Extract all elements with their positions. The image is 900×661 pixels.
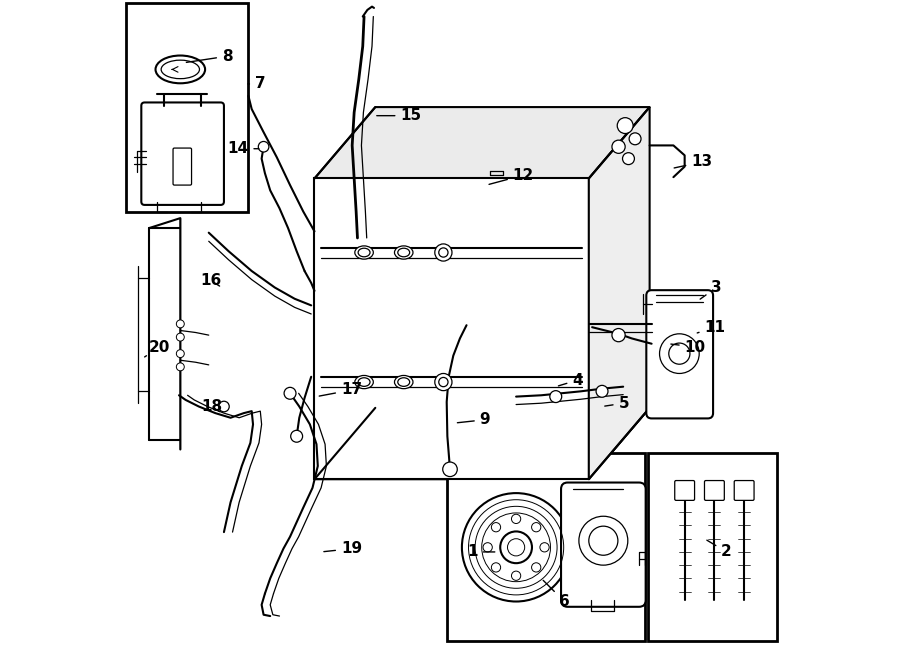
Polygon shape	[314, 107, 650, 178]
Ellipse shape	[358, 249, 370, 256]
Ellipse shape	[156, 56, 205, 83]
Circle shape	[623, 153, 634, 165]
Bar	[126, 3, 248, 212]
FancyBboxPatch shape	[561, 483, 645, 607]
Circle shape	[596, 385, 608, 397]
Circle shape	[435, 373, 452, 391]
Text: 6: 6	[544, 580, 570, 609]
Ellipse shape	[398, 249, 410, 256]
Circle shape	[669, 343, 690, 364]
Circle shape	[462, 493, 571, 602]
Text: 13: 13	[674, 155, 713, 169]
Circle shape	[483, 543, 492, 552]
Bar	[648, 453, 778, 641]
Ellipse shape	[358, 378, 370, 386]
Text: 1: 1	[467, 545, 495, 559]
Circle shape	[617, 118, 633, 134]
Text: 4: 4	[558, 373, 583, 387]
Circle shape	[176, 320, 184, 328]
Ellipse shape	[161, 60, 200, 79]
Circle shape	[443, 462, 457, 477]
Circle shape	[612, 140, 625, 153]
Text: 14: 14	[228, 141, 259, 156]
Text: 3: 3	[700, 280, 722, 299]
Circle shape	[176, 363, 184, 371]
Circle shape	[435, 244, 452, 261]
Circle shape	[219, 401, 230, 412]
Text: 11: 11	[698, 320, 725, 334]
Text: 10: 10	[670, 340, 706, 354]
Bar	[446, 453, 645, 641]
Circle shape	[550, 391, 562, 403]
Circle shape	[500, 531, 532, 563]
FancyBboxPatch shape	[675, 481, 695, 500]
Text: 12: 12	[489, 168, 534, 184]
Circle shape	[439, 377, 448, 387]
Text: 18: 18	[201, 399, 222, 414]
Ellipse shape	[394, 375, 413, 389]
Circle shape	[612, 329, 625, 342]
Text: 19: 19	[324, 541, 362, 556]
Circle shape	[491, 523, 500, 532]
FancyBboxPatch shape	[141, 102, 224, 205]
Circle shape	[491, 563, 500, 572]
Text: 15: 15	[377, 108, 421, 123]
Text: 5: 5	[605, 396, 629, 410]
Polygon shape	[314, 408, 650, 479]
Circle shape	[660, 334, 699, 373]
Text: 2: 2	[706, 540, 732, 559]
Text: 7: 7	[248, 77, 266, 91]
Circle shape	[508, 539, 525, 556]
Circle shape	[540, 543, 549, 552]
Circle shape	[258, 141, 269, 152]
Text: 17: 17	[320, 383, 362, 397]
Text: 8: 8	[186, 49, 232, 63]
Circle shape	[439, 248, 448, 257]
Circle shape	[284, 387, 296, 399]
Circle shape	[511, 514, 521, 524]
Polygon shape	[314, 178, 589, 479]
Ellipse shape	[398, 378, 410, 386]
FancyBboxPatch shape	[734, 481, 754, 500]
Ellipse shape	[394, 246, 413, 259]
Circle shape	[629, 133, 641, 145]
FancyBboxPatch shape	[646, 290, 713, 418]
Text: 16: 16	[201, 274, 222, 288]
Ellipse shape	[355, 375, 374, 389]
Circle shape	[532, 523, 541, 532]
Text: 9: 9	[457, 412, 490, 427]
Circle shape	[291, 430, 302, 442]
Circle shape	[511, 571, 521, 580]
Circle shape	[176, 350, 184, 358]
Circle shape	[579, 516, 628, 565]
Text: 20: 20	[145, 340, 171, 357]
Circle shape	[589, 526, 618, 555]
FancyBboxPatch shape	[173, 148, 192, 185]
Circle shape	[532, 563, 541, 572]
FancyBboxPatch shape	[705, 481, 725, 500]
Ellipse shape	[355, 246, 374, 259]
Circle shape	[176, 333, 184, 341]
Polygon shape	[589, 107, 650, 479]
